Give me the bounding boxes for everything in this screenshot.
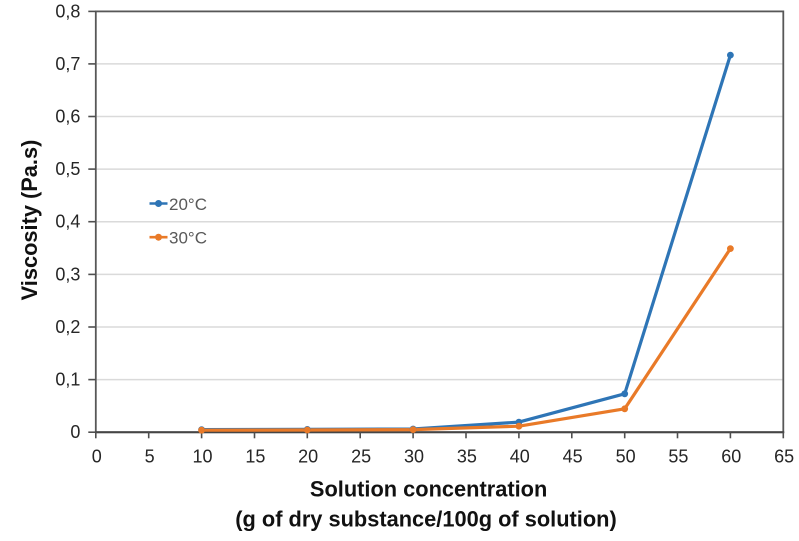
svg-text:30°C: 30°C — [169, 229, 207, 248]
svg-text:0,6: 0,6 — [55, 107, 80, 127]
svg-text:0,7: 0,7 — [55, 54, 80, 74]
svg-text:15: 15 — [245, 447, 265, 467]
svg-text:50: 50 — [616, 447, 636, 467]
svg-text:30: 30 — [404, 447, 424, 467]
svg-text:0,1: 0,1 — [55, 370, 80, 390]
svg-text:0,2: 0,2 — [55, 317, 80, 337]
svg-text:45: 45 — [563, 447, 583, 467]
svg-text:25: 25 — [351, 447, 371, 467]
svg-text:0,4: 0,4 — [55, 212, 80, 232]
svg-text:Solution concentration: Solution concentration — [310, 476, 547, 501]
svg-text:0,5: 0,5 — [55, 159, 80, 179]
svg-text:10: 10 — [192, 447, 212, 467]
svg-text:60: 60 — [721, 447, 741, 467]
svg-text:20: 20 — [298, 447, 318, 467]
svg-text:5: 5 — [145, 447, 155, 467]
svg-text:0,3: 0,3 — [55, 264, 80, 284]
svg-text:0: 0 — [92, 447, 102, 467]
svg-text:40: 40 — [510, 447, 530, 467]
svg-text:Viscosity (Pa.s): Viscosity (Pa.s) — [17, 140, 42, 301]
svg-text:55: 55 — [668, 447, 688, 467]
svg-text:20°C: 20°C — [169, 195, 207, 214]
svg-text:0: 0 — [70, 422, 80, 442]
svg-text:65: 65 — [774, 447, 794, 467]
svg-text:(g of dry substance/100g of so: (g of dry substance/100g of solution) — [235, 506, 616, 531]
svg-text:35: 35 — [457, 447, 477, 467]
svg-text:0,8: 0,8 — [55, 1, 80, 21]
